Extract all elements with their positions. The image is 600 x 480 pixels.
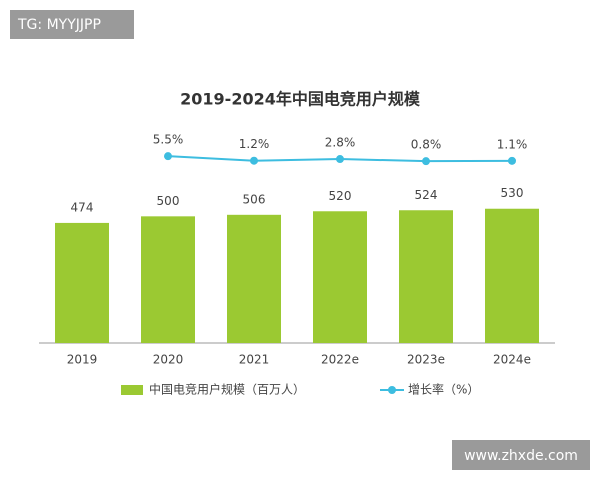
watermark-box — [10, 10, 134, 39]
x-tick-label: 2022e — [321, 353, 359, 367]
bar — [227, 214, 281, 343]
data-label: 1.2% — [239, 137, 270, 151]
legend-label: 增长率（%） — [408, 382, 479, 397]
x-tick-label: 2023e — [407, 353, 445, 367]
data-label: 474 — [71, 200, 94, 214]
bar — [399, 210, 453, 343]
watermark-box — [452, 440, 590, 470]
bar — [55, 222, 109, 343]
data-label: 2.8% — [325, 136, 356, 150]
point — [164, 152, 172, 161]
data-label: 1.1% — [497, 137, 528, 151]
x-tick-label: 2020 — [153, 353, 184, 367]
point — [250, 156, 258, 165]
data-label: 506 — [243, 192, 266, 206]
bar — [485, 208, 539, 343]
data-label: 0.8% — [411, 138, 442, 152]
watermark: www.zhxde.com — [464, 448, 578, 464]
x-tick-label: 2024e — [493, 353, 531, 367]
data-label: 530 — [501, 186, 524, 200]
point — [422, 157, 430, 166]
legend-label: 中国电竞用户规模（百万人） — [149, 382, 305, 397]
watermark: TG: MYYJJPP — [17, 17, 101, 33]
x-tick-label: 2019 — [67, 353, 98, 367]
data-label: 500 — [157, 194, 180, 208]
legend-swatch — [121, 385, 143, 395]
data-label: 524 — [415, 188, 438, 202]
x-tick-label: 2021 — [239, 353, 270, 367]
data-label: 520 — [329, 189, 352, 203]
point — [508, 156, 516, 165]
point — [336, 155, 344, 164]
bar — [141, 216, 195, 343]
legend-marker — [388, 386, 396, 394]
bar — [313, 211, 367, 343]
chart-title: 2019-2024年中国电竞用户规模 — [180, 90, 421, 109]
data-label: 5.5% — [153, 133, 184, 147]
